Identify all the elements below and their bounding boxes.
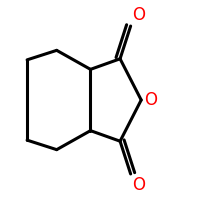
Text: O: O bbox=[144, 91, 157, 109]
Text: O: O bbox=[132, 176, 145, 194]
Text: O: O bbox=[132, 6, 145, 24]
